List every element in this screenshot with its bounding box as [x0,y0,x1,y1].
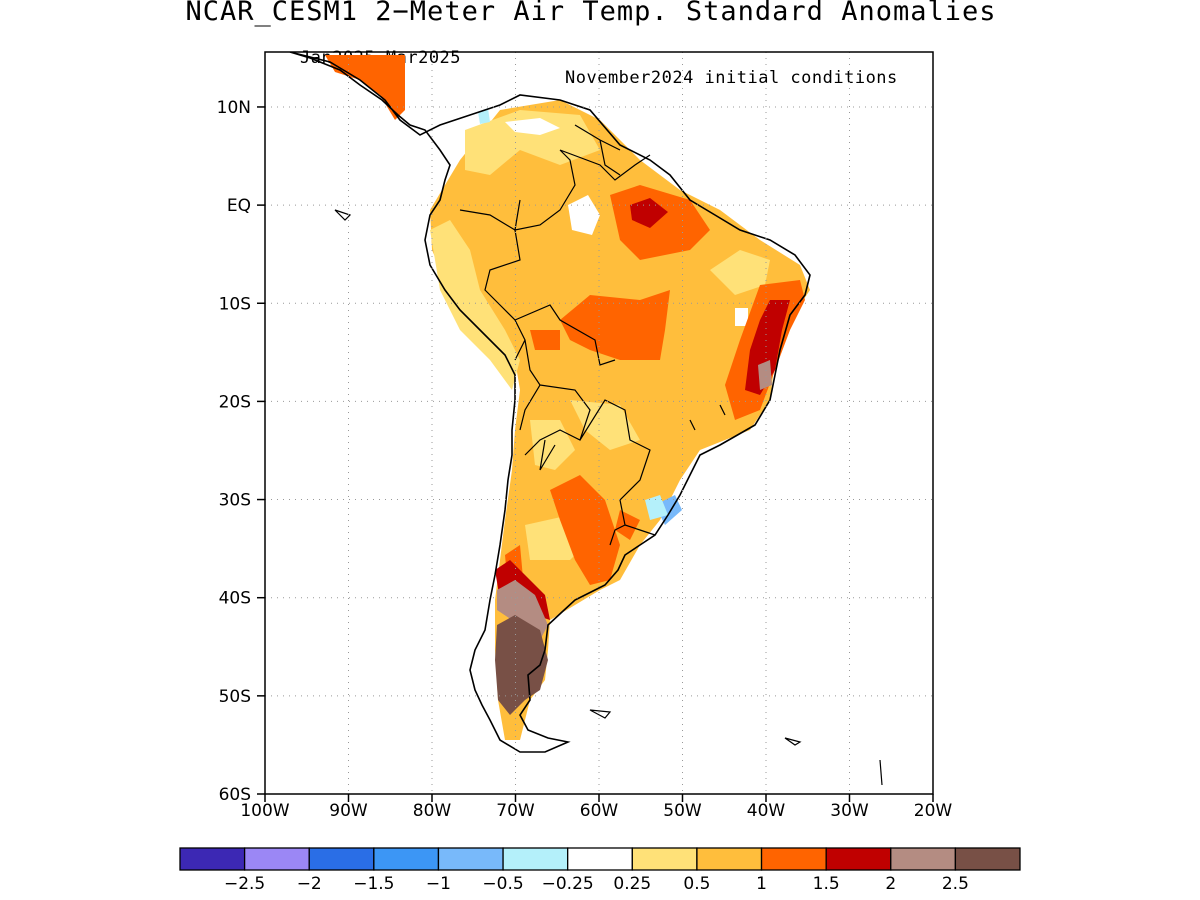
colorbar-swatch [890,847,957,871]
colorbar-swatch [437,847,504,871]
colorbar-label: −2 [297,874,322,894]
lat-tick-label: 10S [219,294,251,314]
colorbar-label: 1.5 [813,874,840,894]
lat-tick-label: EQ [227,196,251,216]
coastlines [289,52,883,786]
lat-tick-label: 30S [219,491,251,511]
lon-tick-label: 20W [914,801,953,821]
colorbar-label: 0.25 [613,874,651,894]
lon-tick-label: 30W [830,801,869,821]
colorbar-swatch [631,847,698,871]
lat-tick-label: 50S [219,687,251,707]
lon-tick-label: 90W [329,801,368,821]
colorbar-swatch [308,847,375,871]
latitude-labels: 10N EQ 10S 20S 30S 40S 50S 60S [217,98,265,805]
colorbar-swatch [567,847,633,871]
anomaly-region-extreme [495,615,548,715]
lon-tick-label: 40W [747,801,786,821]
anomaly-region-weak-east [710,250,770,295]
colorbar-swatch [502,847,569,871]
lat-tick-label: 20S [219,392,251,412]
lon-tick-label: 60W [580,801,619,821]
colorbar [179,847,1021,871]
colorbar-label: 1 [756,874,767,894]
colorbar-swatch [760,847,827,871]
subtitle-initial-conditions: November2024 initial conditions [565,68,898,88]
border-lines [459,124,656,546]
colorbar-swatch [696,847,763,871]
lat-tick-label: 10N [217,98,251,118]
colorbar-swatch [825,847,892,871]
map-title: NCAR_CESM1 2−Meter Air Temp. Standard An… [185,0,997,27]
lon-tick-label: 50W [663,801,702,821]
colorbar-swatch [179,847,246,871]
colorbar-label: −1.5 [353,874,394,894]
lon-tick-label: 80W [413,801,452,821]
anomaly-region-strong-east [745,300,790,395]
colorbar-label: −1 [426,874,451,894]
colorbar-swatch [373,847,440,871]
colorbar-labels: −2.5 −2 −1.5 −1 −0.5 −0.25 0.25 0.5 1 1.5 2 2.5 [224,874,969,894]
colorbar-swatch [243,847,310,871]
islands [334,209,883,786]
colorbar-label: −2.5 [224,874,265,894]
lon-tick-label: 100W [240,801,289,821]
colorbar-swatch [954,847,1021,871]
colorbar-label: 2 [885,874,896,894]
anomaly-region-weak-north [465,110,600,175]
colorbar-label: 2.5 [942,874,969,894]
longitude-labels: 100W 90W 80W 70W 60W 50W 40W 30W 20W [240,794,952,821]
anomaly-region-strong-north [630,198,668,228]
anomaly-region-very-strong [497,360,772,640]
anomaly-region-moderate-south [505,475,640,610]
anomaly-region-moderate-central [530,290,670,360]
colorbar-label: −0.25 [542,874,594,894]
continent-outline [289,52,811,753]
colorbar-label: 0.5 [683,874,710,894]
lat-tick-label: 40S [219,589,251,609]
lat-tick-label: 60S [219,785,251,805]
lon-tick-label: 70W [496,801,535,821]
colorbar-label: −0.5 [482,874,523,894]
anomaly-region-weak-south [525,400,640,560]
